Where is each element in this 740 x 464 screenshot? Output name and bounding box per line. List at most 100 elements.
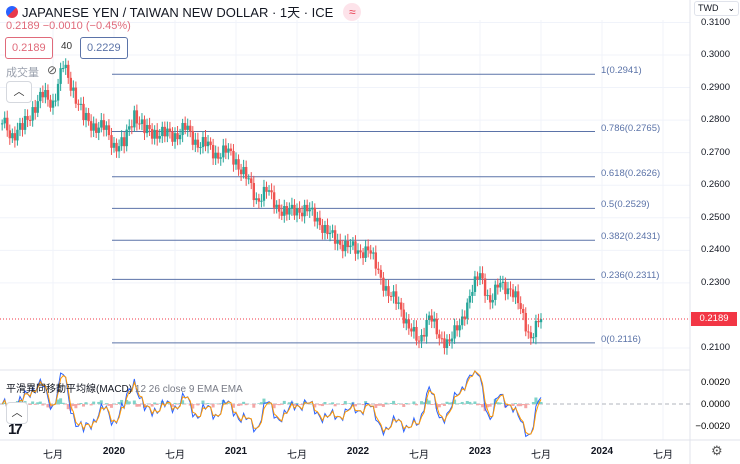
candle-body: [244, 166, 248, 179]
macd-histogram-bar: [28, 404, 32, 405]
candle-body: [214, 152, 217, 159]
candle-body: [26, 116, 29, 120]
candle-body: [21, 123, 24, 130]
spread: 40: [61, 41, 73, 52]
candle-body: [425, 319, 428, 337]
macd-histogram-bar: [516, 404, 520, 407]
macd-histogram-bar: [109, 404, 113, 408]
currency-dropdown[interactable]: TWD ⌄: [694, 1, 739, 16]
tradingview-logo[interactable]: 17: [8, 421, 23, 438]
macd-histogram-bar: [64, 404, 68, 405]
compare-icon[interactable]: ≈: [343, 2, 362, 21]
buy-button[interactable]: 0.2229: [80, 37, 128, 59]
macd-histogram-bar: [104, 403, 108, 404]
candle-body: [51, 100, 55, 108]
macd-histogram-bar: [384, 402, 388, 404]
macd-histogram-bar: [89, 404, 93, 406]
macd-histogram-bar: [440, 404, 444, 405]
candle-body: [326, 224, 329, 235]
candle-body: [194, 139, 197, 145]
candle-body: [260, 200, 263, 202]
macd-histogram-bar: [3, 402, 7, 404]
candle-body: [31, 107, 34, 121]
candle-body: [524, 312, 527, 332]
macd-histogram-bar: [536, 400, 540, 404]
macd-histogram-bar: [201, 400, 205, 404]
macd-histogram-bar: [71, 404, 75, 407]
symbol-title[interactable]: JAPANESE YEN / TAIWAN NEW DOLLAR · 1天 · …: [6, 2, 362, 21]
sell-button[interactable]: 0.2189: [5, 37, 53, 59]
macd-histogram-bar: [191, 404, 195, 409]
candle-body: [466, 302, 469, 319]
settings-icon[interactable]: ⚙: [711, 443, 723, 458]
candle-body: [478, 273, 482, 280]
candle-body: [252, 183, 255, 201]
candle-body: [46, 90, 50, 100]
macd-legend: 平滑異同移動平均線(MACD) 12 26 close 9 EMA EMA: [6, 380, 243, 395]
macd-histogram-bar: [97, 401, 101, 404]
macd-histogram-bar: [422, 402, 426, 404]
macd-histogram-bar: [38, 401, 42, 404]
currency-value: TWD: [698, 3, 719, 13]
candle-body: [250, 178, 253, 184]
macd-histogram-bar: [458, 403, 462, 404]
collapse-legend-button[interactable]: ︿: [6, 81, 32, 103]
macd-histogram-bar: [252, 404, 256, 408]
candle-body: [44, 90, 47, 98]
candle-body: [171, 131, 174, 142]
candle-body: [247, 178, 250, 180]
candle-body: [272, 192, 276, 208]
candle-body: [415, 326, 418, 341]
candle-body: [156, 129, 159, 139]
macd-histogram-bar: [412, 401, 416, 404]
macd-histogram-bar: [135, 404, 139, 407]
macd-histogram-bar: [292, 404, 296, 406]
macd-histogram-bar: [176, 404, 180, 405]
candle-body: [148, 125, 151, 129]
candle-body: [36, 101, 39, 113]
candle-body: [166, 128, 169, 137]
candle-body: [532, 337, 535, 339]
candle-body: [476, 276, 479, 280]
macd-histogram-bar: [120, 399, 124, 404]
candle-body: [186, 125, 189, 130]
candle-body: [143, 119, 146, 134]
candle-body: [471, 291, 474, 296]
macd-histogram-bar: [442, 404, 446, 406]
candle-body: [458, 325, 461, 331]
x-axis-label: 2020: [102, 446, 126, 457]
candle-body: [494, 284, 497, 300]
candle-body: [349, 245, 352, 248]
macd-histogram-bar: [127, 401, 131, 404]
macd-histogram-bar: [237, 404, 241, 406]
candle-body: [173, 133, 177, 142]
candle-body: [217, 152, 220, 159]
macd-histogram-bar: [76, 404, 80, 406]
candle-body: [105, 125, 108, 130]
candle-body: [295, 208, 299, 216]
eye-hidden-icon[interactable]: ⊘: [47, 63, 58, 77]
macd-histogram-bar: [486, 404, 490, 408]
macd-histogram-bar: [173, 402, 177, 404]
candle-body: [77, 103, 80, 105]
candle-body: [89, 121, 93, 131]
macd-histogram-bar: [280, 404, 284, 405]
macd-histogram-bar: [257, 403, 261, 404]
candle-body: [41, 91, 45, 98]
candle-body: [138, 123, 141, 125]
macd-histogram-bar: [394, 404, 398, 405]
macd-histogram-bar: [475, 404, 479, 406]
candle-body: [438, 334, 441, 339]
macd-histogram-bar: [115, 404, 119, 405]
collapse-macd-button[interactable]: ︿: [6, 402, 28, 424]
macd-histogram-bar: [521, 404, 525, 406]
y-axis-label: 0.3000: [700, 49, 730, 60]
candle-body: [430, 315, 433, 322]
candle-body: [227, 148, 230, 153]
macd-axis-label: 0.0000: [700, 399, 730, 410]
candle-body: [351, 241, 355, 246]
macd-histogram-bar: [211, 404, 215, 408]
candle-body: [400, 302, 403, 310]
candle-body: [54, 100, 57, 102]
